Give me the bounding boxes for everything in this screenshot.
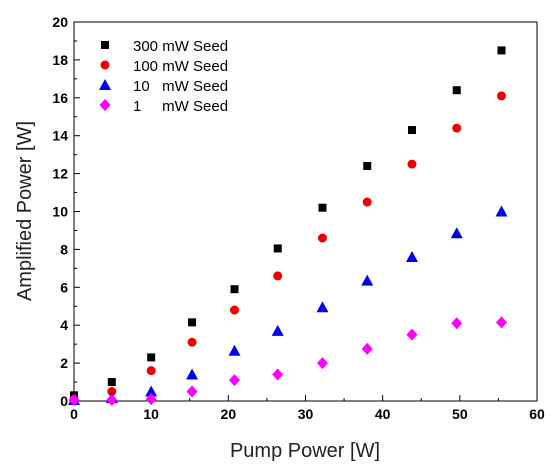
data-point [450, 227, 463, 239]
data-point [273, 244, 282, 253]
data-point [145, 393, 157, 406]
data-point [407, 126, 416, 135]
data-point [452, 123, 462, 133]
x-axis-label: Pump Power [W] [230, 440, 380, 462]
legend: 300 mW Seed 100 mW Seed 10 mW Seed 1 mW See… [99, 38, 228, 115]
series-diamond [68, 316, 508, 407]
data-point [186, 368, 199, 380]
legend-marker [100, 60, 110, 70]
data-point [361, 274, 374, 286]
data-point [362, 197, 372, 207]
data-point [361, 342, 373, 355]
data-point [106, 394, 118, 407]
plot-frame [73, 21, 538, 402]
data-point [187, 337, 197, 347]
data-point [107, 387, 117, 397]
x-tick-label: 0 [70, 406, 78, 422]
x-tick-label: 60 [529, 406, 545, 422]
y-axis-label: Amplified Power [W] [14, 121, 36, 301]
y-tick-label: 2 [60, 355, 68, 371]
legend-label: 300 mW Seed [133, 38, 228, 55]
data-point [496, 316, 508, 329]
data-point [407, 159, 417, 169]
data-point [188, 318, 197, 327]
data-point [272, 368, 284, 381]
y-tick-label: 6 [60, 279, 68, 295]
legend-label: 100 mW Seed [133, 58, 228, 75]
data-point [230, 285, 239, 294]
y-tick-label: 14 [52, 128, 68, 144]
data-point [406, 328, 418, 341]
y-tick-label: 16 [52, 90, 68, 106]
data-point [68, 394, 80, 407]
y-tick-label: 18 [52, 52, 68, 68]
data-point [405, 250, 418, 262]
data-point [145, 385, 158, 397]
y-tick-label: 20 [52, 14, 68, 30]
data-point [146, 366, 156, 376]
x-tick-label: 40 [375, 406, 391, 422]
y-tick-label: 10 [52, 204, 68, 220]
legend-label: 1 mW Seed [133, 98, 228, 115]
data-point [495, 205, 508, 217]
data-point [228, 344, 241, 356]
y-tick-label: 12 [52, 166, 68, 182]
legend-marker [101, 41, 109, 49]
x-tick-label: 30 [298, 406, 314, 422]
data-point [363, 162, 372, 171]
y-tick-label: 0 [60, 393, 68, 409]
y-tick-label: 4 [60, 317, 68, 333]
x-tick-label: 50 [452, 406, 468, 422]
x-tick-label: 10 [143, 406, 159, 422]
data-point [273, 271, 283, 281]
data-point [497, 91, 507, 101]
data-points [68, 46, 508, 407]
data-point [147, 353, 156, 362]
data-point [229, 374, 241, 387]
data-point [271, 324, 284, 336]
data-point [317, 233, 327, 243]
y-tick-label: 8 [60, 241, 68, 257]
data-point [316, 357, 328, 370]
data-point [316, 301, 329, 313]
legend-label: 10 mW Seed [133, 78, 228, 95]
data-point [497, 46, 506, 55]
legend-marker [99, 99, 111, 111]
data-point [107, 378, 116, 387]
x-tick-label: 20 [221, 406, 237, 422]
data-point [451, 317, 463, 330]
data-point [230, 305, 240, 315]
data-point [452, 86, 461, 95]
axis-ticks: 0 10 20 30 40 50 60 0 2 4 6 8 10 12 14 16 18 20 [52, 14, 545, 422]
legend-marker [99, 79, 111, 90]
data-point [318, 203, 327, 212]
data-point [186, 385, 198, 398]
